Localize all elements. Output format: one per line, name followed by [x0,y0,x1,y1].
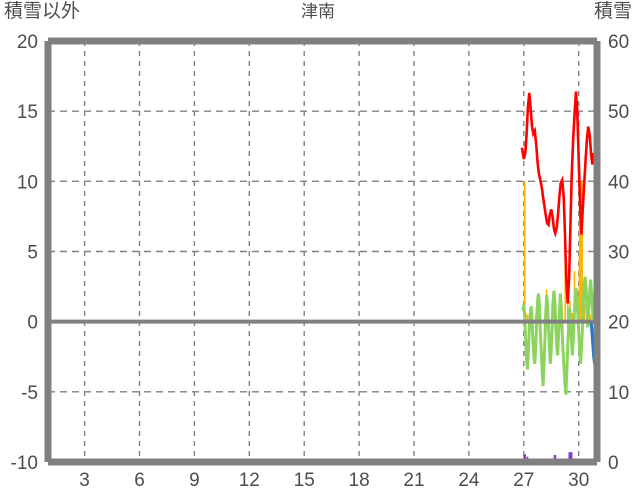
right-tick-label-60: 60 [608,32,629,53]
x-tick-label-21: 21 [403,470,424,491]
x-tick-label-15: 15 [294,470,315,491]
bottom-axis-ticks: 3 6 9 12 15 18 21 24 27 30 [79,470,589,491]
x-tick-label-30: 30 [568,470,589,491]
bar [578,181,583,322]
right-tick-label-0: 0 [608,453,619,474]
x-tick-label-12: 12 [239,470,260,491]
x-tick-label-18: 18 [349,470,370,491]
right-tick-label-50: 50 [608,102,629,123]
left-tick-label--10: -10 [11,453,38,474]
right-tick-label-30: 30 [608,243,629,264]
left-tick-label-15: 15 [17,102,38,123]
left-axis-title: 積雪以外 [4,0,80,22]
bar [526,314,529,322]
left-tick-label-5: 5 [27,243,38,264]
x-tick-label-9: 9 [189,470,200,491]
right-tick-label-20: 20 [608,313,629,334]
right-axis-title: 積雪 [594,0,632,22]
bar [566,296,569,322]
x-tick-label-24: 24 [458,470,480,491]
plot-frame [44,37,601,466]
bar [523,454,526,462]
x-tick-label-27: 27 [513,470,534,491]
horizontal-gridlines [48,110,597,393]
bar [568,452,573,462]
left-tick-label--5: -5 [21,383,38,404]
bar [523,181,526,322]
left-tick-label-0: 0 [27,313,38,334]
left-axis-ticks: 20 15 10 5 0 -5 -10 [11,32,38,474]
bar [553,454,557,462]
x-tick-label-3: 3 [79,470,90,491]
left-tick-label-20: 20 [17,32,38,53]
chart-title: 津南 [301,2,335,21]
right-tick-label-10: 10 [608,383,629,404]
series-path [520,91,598,304]
bar [564,247,567,322]
x-tick-label-6: 6 [134,470,145,491]
bar [583,303,586,322]
right-tick-label-40: 40 [608,172,629,193]
right-axis-ticks: 60 50 40 30 20 10 0 [608,32,629,474]
bar [571,313,573,322]
left-tick-label-10: 10 [17,172,38,193]
bar [589,314,592,322]
series-path [521,276,599,395]
